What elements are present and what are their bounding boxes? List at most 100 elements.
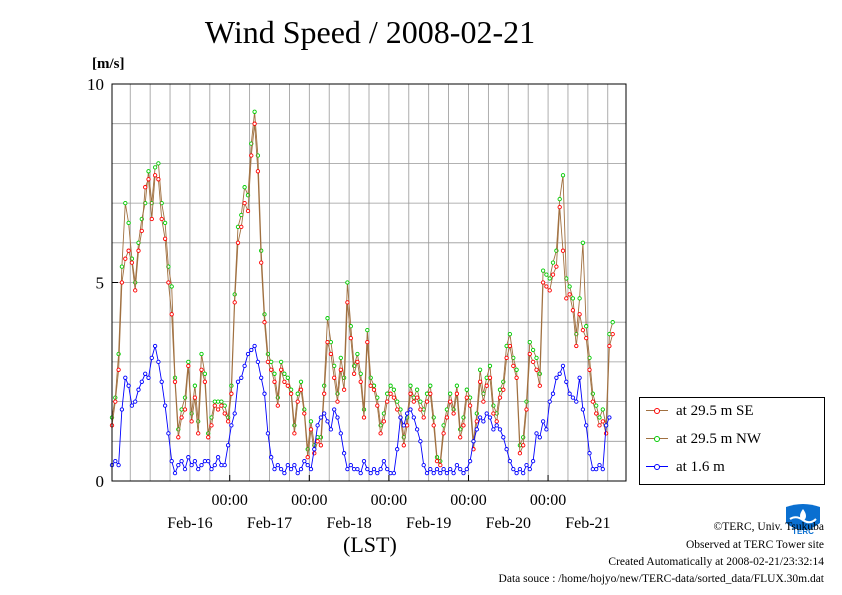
data-point-nw: [514, 367, 519, 372]
data-point-se: [371, 387, 377, 392]
data-point-low: [594, 466, 599, 472]
data-point-low: [322, 411, 327, 416]
data-point-se: [434, 458, 440, 464]
data-point-se: [159, 216, 164, 222]
data-point-se: [600, 419, 605, 424]
data-point-se: [179, 415, 184, 420]
data-point-low: [517, 466, 523, 472]
data-point-low: [375, 470, 380, 476]
data-point-low: [580, 407, 586, 412]
data-point-low: [229, 423, 234, 428]
data-point-se: [222, 411, 227, 416]
data-point-low: [487, 415, 493, 420]
data-point-low: [560, 363, 566, 369]
data-point-nw: [199, 351, 204, 357]
data-point-se: [411, 399, 416, 404]
data-point-se: [123, 256, 128, 261]
data-point-low: [292, 462, 297, 468]
data-point-se: [328, 351, 334, 357]
data-point-se: [348, 335, 353, 341]
data-point-low: [196, 466, 201, 472]
data-point-se: [166, 280, 171, 285]
date-label: Feb-20: [486, 515, 531, 532]
data-point-low: [315, 423, 320, 428]
data-point-se: [487, 375, 493, 380]
data-point-low: [245, 351, 251, 357]
data-point-se: [418, 407, 423, 412]
data-point-low: [192, 458, 198, 464]
data-point-nw: [507, 331, 513, 337]
data-point-low: [411, 415, 416, 420]
data-point-se: [338, 367, 343, 372]
data-point-se: [182, 407, 188, 412]
data-point-nw: [464, 387, 469, 392]
data-point-se: [603, 431, 609, 436]
data-point-se: [322, 391, 327, 396]
data-point-nw: [192, 383, 198, 388]
data-point-nw: [119, 264, 125, 269]
data-point-nw: [152, 165, 158, 170]
data-point-se: [202, 379, 208, 384]
data-point-nw: [594, 403, 599, 408]
data-point-low: [527, 466, 532, 472]
data-point-nw: [338, 355, 343, 361]
data-point-se: [401, 443, 406, 448]
data-point-low: [404, 411, 410, 416]
data-point-low: [603, 423, 609, 428]
data-point-se: [332, 375, 337, 380]
data-point-low: [391, 470, 397, 476]
data-point-low: [272, 466, 277, 472]
data-point-low: [577, 375, 582, 380]
y-axis-unit-label: [m/s]: [92, 56, 125, 72]
terc-logo: TERC: [786, 504, 820, 536]
data-point-low: [474, 427, 479, 432]
data-point-low: [564, 379, 569, 384]
data-point-se: [534, 367, 539, 372]
data-point-se: [232, 300, 237, 305]
data-point-se: [302, 411, 307, 416]
data-point-se: [215, 407, 221, 412]
legend: at 29.5 m SE at 29.5 m NW at 1.6 m: [639, 397, 825, 485]
data-point-nw: [550, 260, 556, 265]
data-point-nw: [560, 173, 566, 178]
data-point-low: [312, 447, 317, 452]
data-point-low: [355, 466, 360, 472]
data-point-se: [481, 399, 486, 404]
data-point-se: [514, 375, 519, 380]
data-point-nw: [123, 200, 128, 206]
data-point-nw: [126, 220, 131, 226]
data-point-se: [189, 419, 194, 424]
data-point-low: [113, 458, 118, 464]
data-point-low: [570, 395, 576, 400]
data-point-se: [451, 411, 456, 416]
series-line-se: [111, 123, 614, 467]
data-point-se: [272, 379, 277, 384]
axes: 0 5 10 00:00 00:00 00:00 00:00 00:00 Feb-16 Feb-1…: [87, 75, 611, 532]
data-point-se: [262, 320, 267, 325]
legend-item-low: at 1.6 m: [646, 457, 725, 477]
data-point-low: [338, 431, 343, 436]
data-point-se: [408, 391, 413, 396]
data-point-low: [146, 375, 151, 380]
legend-marker-low: [646, 463, 668, 471]
data-point-low: [497, 427, 503, 432]
data-point-nw: [570, 296, 576, 301]
data-point-se: [381, 419, 387, 424]
data-point-low: [169, 458, 174, 464]
data-point-se: [282, 379, 287, 384]
data-point-se: [431, 423, 436, 428]
legend-label-se: at 29.5 m SE: [676, 402, 754, 419]
data-point-se: [464, 395, 469, 400]
data-point-low: [444, 470, 450, 476]
data-point-nw: [219, 399, 224, 404]
data-point-se: [212, 403, 217, 408]
data-point-low: [414, 427, 420, 432]
data-point-low: [189, 462, 194, 468]
data-point-se: [607, 343, 612, 349]
x-tick-label: 00:00: [450, 492, 486, 509]
data-point-low: [421, 462, 426, 468]
data-point-se: [550, 272, 556, 277]
data-point-low: [491, 427, 496, 432]
data-point-se: [610, 331, 615, 337]
data-point-se: [242, 200, 247, 206]
